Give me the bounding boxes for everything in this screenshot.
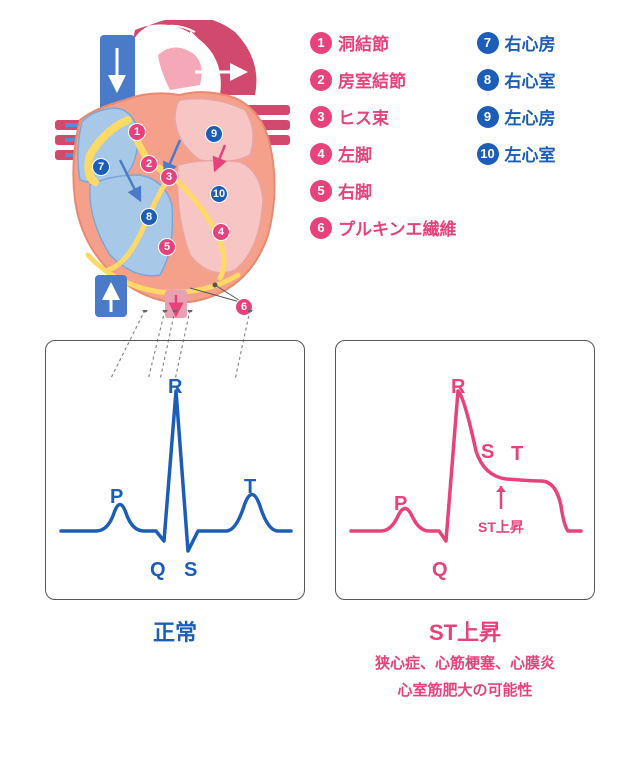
heart-badge-6: 6 bbox=[235, 298, 253, 316]
legend-num-6: 6 bbox=[310, 217, 332, 239]
legend-label: 左心房 bbox=[505, 104, 556, 129]
st-annotation: ST上昇 bbox=[478, 517, 524, 537]
wave-label-abn-P: P bbox=[394, 493, 407, 516]
wave-label-abn-Q: Q bbox=[432, 559, 448, 582]
legend-item-10: 10 左心室 bbox=[477, 141, 556, 166]
legend-label: 左心室 bbox=[505, 141, 556, 166]
legend-num-8: 8 bbox=[477, 69, 499, 91]
heart-badge-4: 4 bbox=[212, 223, 230, 241]
heart-badge-2: 2 bbox=[140, 155, 158, 173]
ecg-abnormal-box: P Q R ST ST上昇 bbox=[335, 340, 595, 600]
legend-item-1: 1 洞結節 bbox=[310, 30, 457, 55]
legend-item-9: 9 左心房 bbox=[477, 104, 556, 129]
wave-label-R: R bbox=[168, 376, 182, 399]
legend-label: プルキンエ繊維 bbox=[338, 215, 457, 240]
ecg-normal-title: 正常 bbox=[45, 615, 305, 647]
legend-num-4: 4 bbox=[310, 143, 332, 165]
legend-item-6: 6 プルキンエ繊維 bbox=[310, 215, 457, 240]
legend-num-5: 5 bbox=[310, 180, 332, 202]
wave-label-abn-T: T bbox=[511, 443, 523, 466]
wave-label-S: S bbox=[184, 559, 197, 582]
wave-label-T: T bbox=[244, 476, 256, 499]
heart-badge-7: 7 bbox=[92, 158, 110, 176]
ecg-abnormal-sub1: 狭心症、心筋梗塞、心膜炎 bbox=[335, 653, 595, 674]
legend-num-9: 9 bbox=[477, 106, 499, 128]
legend-label: 房室結節 bbox=[338, 67, 406, 92]
heart-badge-5: 5 bbox=[158, 238, 176, 256]
legend-label: ヒス束 bbox=[338, 104, 389, 129]
legend: 1 洞結節 2 房室結節 3 ヒス束 4 左脚 5 右脚 6 プルキンエ繊維 7 右心房 8 右心室 9 左心房… bbox=[300, 20, 620, 320]
legend-item-3: 3 ヒス束 bbox=[310, 104, 457, 129]
heart-svg bbox=[20, 20, 300, 320]
legend-num-2: 2 bbox=[310, 69, 332, 91]
ecg-section: PQRST 正常 PQRST ST上昇 ST上昇 狭心症、心筋梗塞、心膜炎 心室… bbox=[0, 330, 640, 721]
legend-item-2: 2 房室結節 bbox=[310, 67, 457, 92]
legend-label: 洞結節 bbox=[338, 30, 389, 55]
legend-blue-column: 7 右心房 8 右心室 9 左心房 10 左心室 bbox=[477, 30, 556, 320]
wave-label-abn-R: R bbox=[451, 376, 465, 399]
heart-badge-1: 1 bbox=[128, 123, 146, 141]
heart-badge-10: 10 bbox=[210, 185, 228, 203]
legend-num-1: 1 bbox=[310, 32, 332, 54]
wave-label-abn-S: S bbox=[481, 441, 494, 464]
legend-item-5: 5 右脚 bbox=[310, 178, 457, 203]
wave-label-Q: Q bbox=[150, 559, 166, 582]
wave-label-P: P bbox=[110, 486, 123, 509]
heart-diagram: 12345678910 bbox=[20, 20, 300, 320]
ecg-abnormal-sub2: 心室筋肥大の可能性 bbox=[335, 680, 595, 701]
legend-num-10: 10 bbox=[477, 143, 499, 165]
ecg-normal-box: P Q R S T bbox=[45, 340, 305, 600]
ecg-abnormal-panel: P Q R ST ST上昇 ST上昇 狭心症、心筋梗塞、心膜炎 心室筋肥大の可能性 bbox=[335, 340, 595, 701]
heart-badge-9: 9 bbox=[205, 125, 223, 143]
heart-badge-3: 3 bbox=[160, 168, 178, 186]
legend-num-3: 3 bbox=[310, 106, 332, 128]
legend-label: 右心室 bbox=[505, 67, 556, 92]
legend-label: 左脚 bbox=[338, 141, 372, 166]
top-section: 12345678910 1洞結節2房室結節3ヒス束4左脚5右脚6プルキンエ繊維 … bbox=[0, 0, 640, 330]
ecg-abnormal-title: ST上昇 bbox=[335, 615, 595, 647]
legend-red-column: 1 洞結節 2 房室結節 3 ヒス束 4 左脚 5 右脚 6 プルキンエ繊維 bbox=[310, 30, 457, 320]
ecg-normal-panel: P Q R S T 正常 bbox=[45, 340, 305, 701]
legend-item-7: 7 右心房 bbox=[477, 30, 556, 55]
legend-label: 右脚 bbox=[338, 178, 372, 203]
heart-badge-8: 8 bbox=[140, 208, 158, 226]
legend-item-8: 8 右心室 bbox=[477, 67, 556, 92]
legend-item-4: 4 左脚 bbox=[310, 141, 457, 166]
legend-num-7: 7 bbox=[477, 32, 499, 54]
legend-label: 右心房 bbox=[505, 30, 556, 55]
